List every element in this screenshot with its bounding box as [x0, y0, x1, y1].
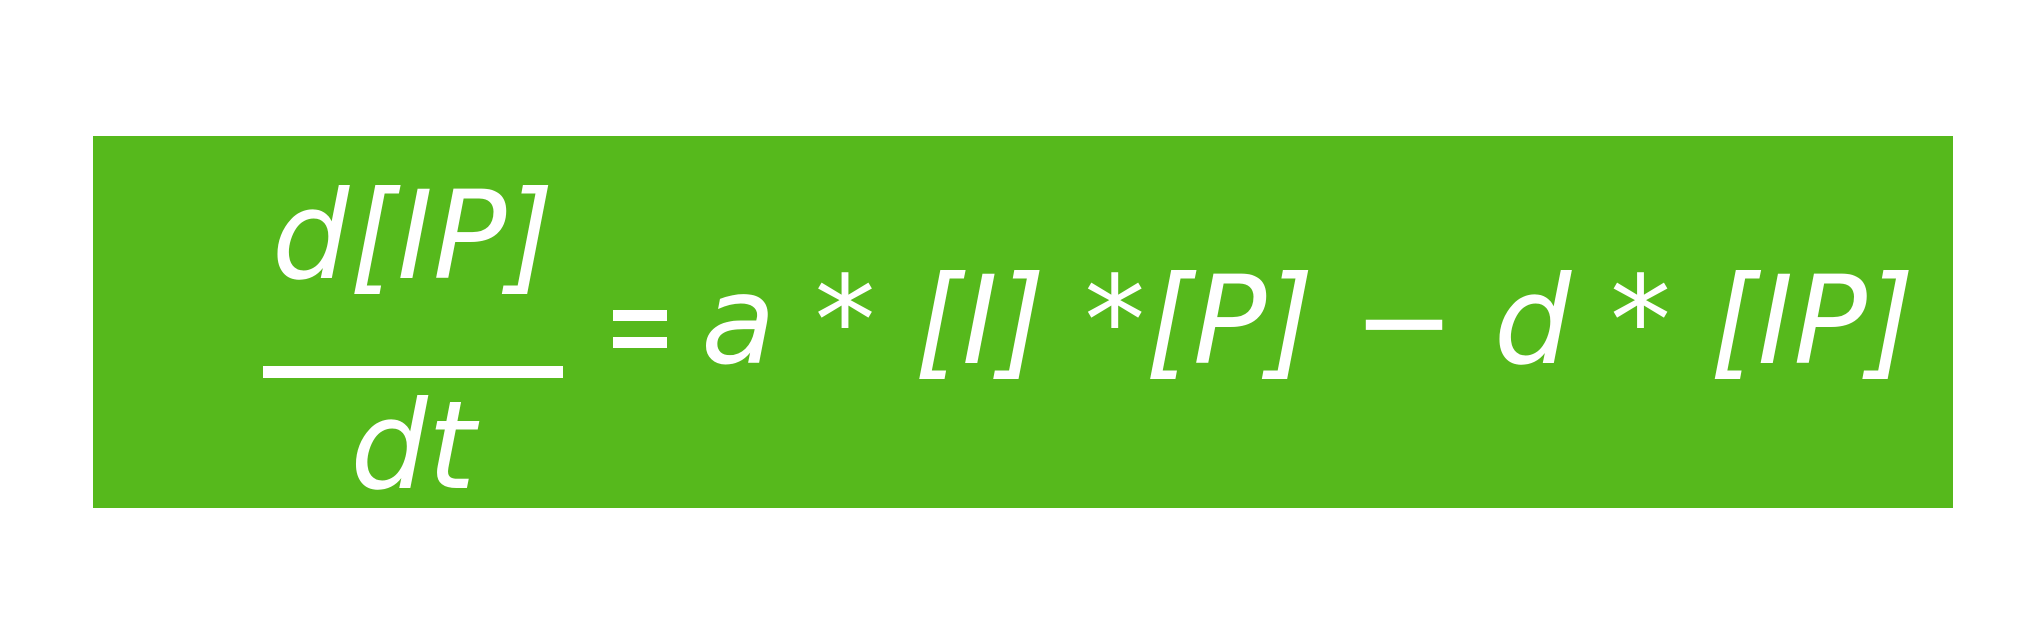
rate-equation: d[IP] dt a * [I] *[P] − d * [IP] [93, 136, 1953, 508]
right-hand-side: a * [I] *[P] − d * [IP] [701, 250, 1915, 392]
equals-sign [613, 310, 667, 348]
fraction-numerator: d[IP] [271, 165, 555, 307]
fraction-bar [263, 366, 563, 378]
derivative-fraction: d[IP] dt [263, 165, 563, 507]
fraction-denominator: dt [350, 375, 476, 517]
formula-banner: d[IP] dt a * [I] *[P] − d * [IP] [93, 136, 1953, 508]
equals-top-bar [613, 310, 667, 321]
equals-bottom-bar [613, 337, 667, 348]
